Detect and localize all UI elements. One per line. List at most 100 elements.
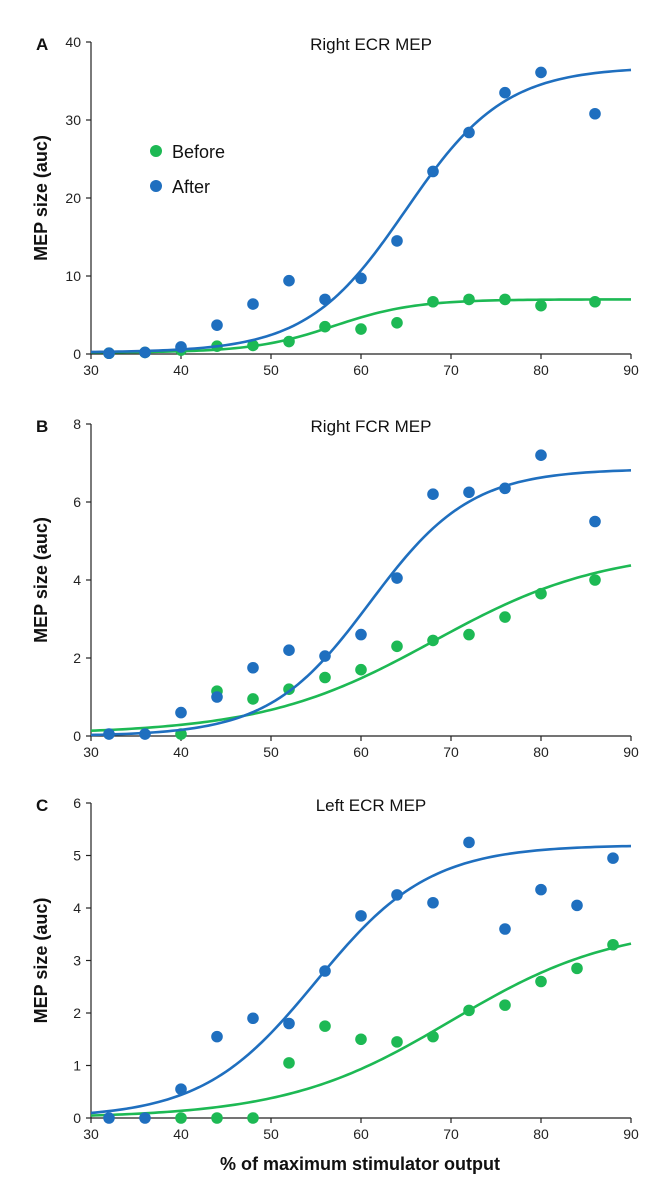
panel-a-after-point [535,66,547,79]
panel-a-before-point [499,293,511,306]
panel-a-x-tick-label: 80 [533,362,549,378]
legend-label-before: Before [172,142,225,162]
panel-b: 0 2 4 6 8 30 40 50 60 70 80 90 Right FCR MEP B MEP siz… [31,416,639,760]
panel-b-x-tick-label: 40 [173,744,189,760]
panel-c-x-tick-label: 60 [353,1126,369,1142]
panel-b-y-tick-label: 4 [73,572,81,588]
panel-b-before-point [499,611,511,623]
panel-b-after-point [139,728,151,740]
panel-a-x-tick-label: 60 [353,362,369,378]
panel-c-before-point [499,999,511,1011]
panel-b-before-point [427,634,439,647]
panel-c-after-point [355,910,367,922]
panel-c-after-point [103,1112,115,1124]
panel-a-after-point [499,86,511,99]
legend: Before After [150,142,225,197]
panel-c-before-point [355,1033,367,1046]
panel-c-y-tick-label: 4 [73,900,81,916]
panel-a-before-point [589,295,601,308]
panel-c-x-tick-label: 40 [173,1126,189,1142]
panel-a-after-point [589,107,601,120]
panel-a-before-point [463,293,475,306]
panel-b-title: Right FCR MEP [311,417,432,436]
panel-b-after-point [589,515,601,528]
panel-c-letter: C [36,796,48,815]
panel-c-before-point [391,1036,403,1048]
panel-a-before-point [427,295,439,308]
panel-c-y-tick-label: 2 [73,1005,81,1021]
panel-c-after-point [535,883,547,896]
panel-a-after-point [355,272,367,285]
panel-b-after-point [463,486,475,499]
panel-c-before-fit-curve [90,942,632,1117]
panel-c-after-point [139,1112,151,1124]
panel-c-before-point [427,1030,439,1043]
panel-c-before-point [535,975,547,988]
panel-b-after-point [247,661,259,674]
panel-b-after-point [427,488,439,501]
panel-a-x-tick-label: 50 [263,362,279,378]
panel-b-after-fit-curve [90,469,632,737]
panel-a-y-tick-label: 10 [65,268,81,284]
panel-b-y-tick-label: 2 [73,650,81,666]
panel-b-y-tick-label: 8 [73,416,81,432]
panel-b-x-tick-label: 80 [533,744,549,760]
panel-a-x-tick-label: 70 [443,362,459,378]
panel-c-x-tick-label: 50 [263,1126,279,1142]
panel-a-after-point [247,298,259,310]
panel-a-title: Right ECR MEP [310,35,432,54]
panel-a-y-tick-label: 30 [65,112,81,128]
panel-a-after-point [211,319,223,331]
panel-c-before-point [247,1112,259,1124]
panel-b-after-point [535,449,547,462]
panel-b-after-point [391,572,403,584]
panel-b-x-tick-label: 60 [353,744,369,760]
panel-a-before-point [391,317,403,329]
panel-c-title: Left ECR MEP [316,796,427,815]
panel-c-x-tick-label: 80 [533,1126,549,1142]
panel-b-before-point [391,640,403,653]
panel-b-before-point [535,587,547,600]
legend-marker-after [150,180,162,192]
panel-a-y-tick-label: 20 [65,190,81,206]
panel-c-y-axis-label: MEP size (auc) [31,898,51,1024]
panel-a-before-point [283,335,295,348]
panel-c-after-point [283,1017,295,1030]
legend-label-after: After [172,177,210,197]
panel-c-before-point [211,1112,223,1124]
panel-b-x-tick-label: 30 [83,744,99,760]
panel-a-before-point [355,323,367,335]
panel-a-x-tick-label: 90 [623,362,639,378]
panel-b-after-point [175,706,187,719]
panel-c-y-tick-label: 6 [73,795,81,811]
panel-b-after-point [211,691,223,703]
panel-a-after-point [427,165,439,178]
panel-b-x-tick-label: 70 [443,744,459,760]
panel-c-after-point [319,965,331,977]
panel-b-before-point [355,663,367,676]
panel-b-letter: B [36,417,48,436]
panel-b-x-tick-label: 50 [263,744,279,760]
panel-a-after-point [139,346,151,359]
panel-b-after-point [283,644,295,656]
panel-a-after-point [319,293,331,306]
panel-c-before-point [283,1057,295,1069]
panel-b-after-point [355,628,367,641]
panel-c-x-tick-label: 90 [623,1126,639,1142]
panel-c-x-tick-label: 70 [443,1126,459,1142]
panel-b-x-tick-label: 90 [623,744,639,760]
panel-a-after-point [175,341,187,353]
panel-c-before-point [607,938,619,951]
panel-a-x-tick-label: 30 [83,362,99,378]
panel-c-after-point [499,923,511,935]
panel-a-after-point [463,126,475,139]
panel-c-after-point [391,889,403,901]
panel-a-after-point [283,274,295,287]
panel-a-y-axis-label: MEP size (auc) [31,135,51,261]
panel-b-before-point [319,671,331,684]
panel-b-before-point [247,693,259,705]
panel-c-before-point [463,1004,475,1017]
panel-a-after-point [391,235,403,247]
panel-c-before-point [175,1112,187,1124]
panel-b-after-point [319,650,331,662]
